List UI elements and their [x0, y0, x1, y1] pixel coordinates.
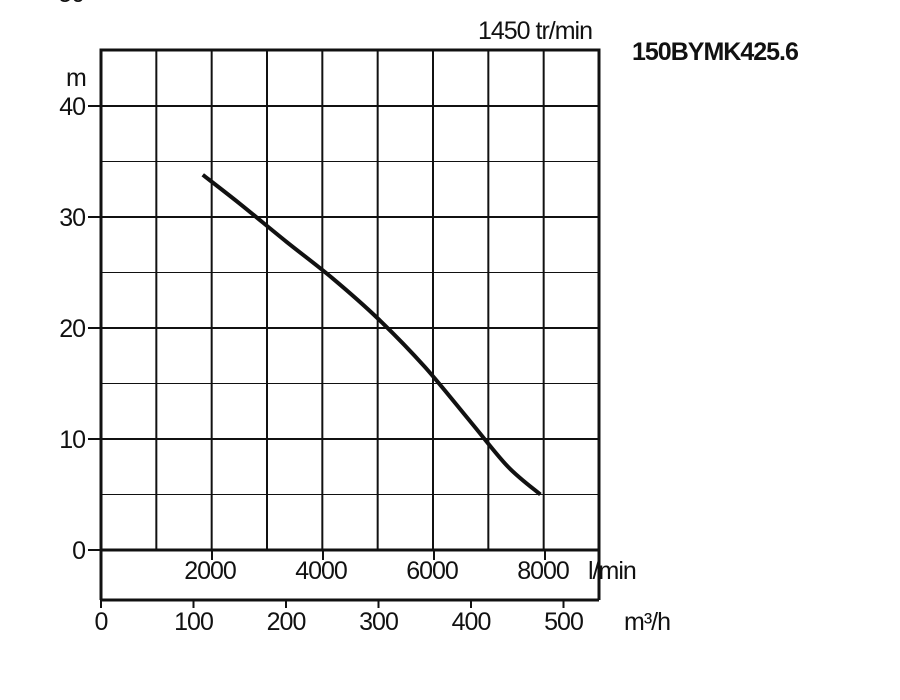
- y-tick-label: 0: [72, 537, 85, 565]
- y-tick-label: 10: [59, 426, 85, 454]
- y-tick-label: 30: [59, 204, 85, 232]
- axis-labels: 50 m 1450 tr/min 150BYMK425.6 l/min m³/h…: [58, 0, 799, 636]
- speed-label: 1450 tr/min: [478, 17, 592, 45]
- x-unit-m3h: m³/h: [624, 608, 670, 636]
- grid: [101, 50, 599, 550]
- x-tick-label-m3h: 300: [359, 608, 398, 636]
- x-tick-label-lmin: 4000: [295, 557, 347, 585]
- x-tick-label-m3h: 400: [452, 608, 491, 636]
- y-tick-label: 40: [59, 93, 85, 121]
- series-curves: [201, 173, 542, 497]
- plot-frame: [99, 48, 601, 602]
- y-tick-label: 20: [59, 315, 85, 343]
- x-tick-label-m3h: 500: [544, 608, 583, 636]
- y-tick-label-top-partial: 50: [58, 0, 84, 8]
- x-tick-label-lmin: 8000: [517, 557, 569, 585]
- pump-head-curve: [201, 173, 542, 497]
- chart-title: 150BYMK425.6: [632, 38, 798, 66]
- x-tick-label-lmin: 2000: [184, 557, 236, 585]
- x-unit-lmin: l/min: [588, 557, 636, 585]
- x-tick-label-m3h: 100: [174, 608, 213, 636]
- y-axis-label: m: [66, 64, 86, 92]
- plot-border: [99, 48, 601, 552]
- x-tick-label-m3h: 0: [95, 608, 108, 636]
- x-tick-label-lmin: 6000: [406, 557, 458, 585]
- x-tick-label-m3h: 200: [267, 608, 306, 636]
